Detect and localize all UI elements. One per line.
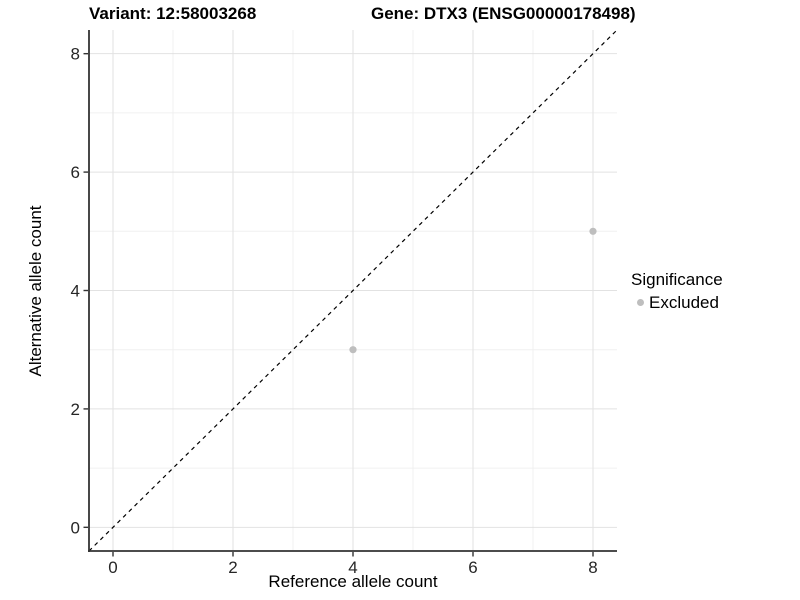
y-tick-label: 8 [71,45,80,64]
y-axis-label: Alternative allele count [26,205,45,377]
legend-item-label: Excluded [649,293,719,312]
x-tick-label: 8 [588,558,597,577]
legend-point-icon [637,299,644,306]
y-tick-label: 0 [71,518,80,537]
legend-item-excluded: Excluded [631,293,723,312]
x-tick-label: 6 [468,558,477,577]
plot-title-gene: Gene: DTX3 (ENSG00000178498) [371,4,636,23]
data-point [349,346,357,354]
x-tick-label: 2 [228,558,237,577]
x-axis-label: Reference allele count [268,572,438,591]
y-tick-label: 2 [71,400,80,419]
x-tick-label: 4 [348,558,357,577]
y-tick-label: 6 [71,163,80,182]
legend: Significance Excluded [631,270,723,312]
data-point [589,227,597,235]
legend-title: Significance [631,270,723,289]
y-tick-label: 4 [71,282,80,301]
x-tick-label: 0 [108,558,117,577]
identity-line [88,29,618,552]
plot-title-variant: Variant: 12:58003268 [89,4,257,23]
